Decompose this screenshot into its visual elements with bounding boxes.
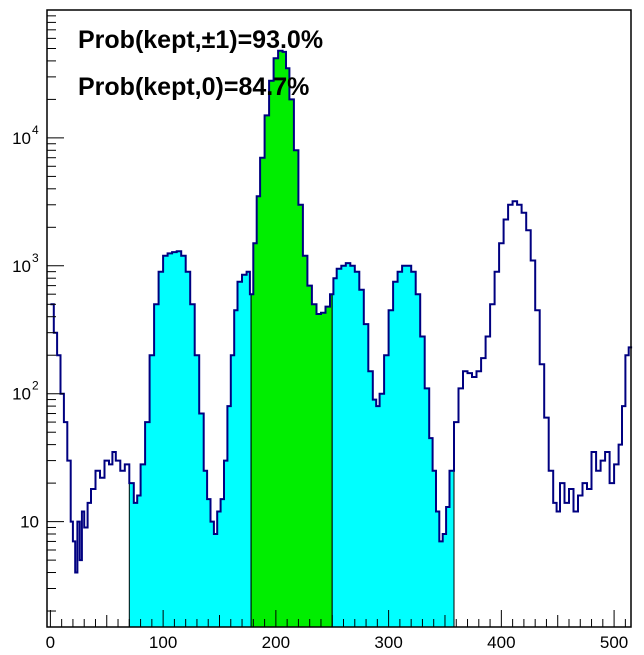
region-fill-1 — [250, 50, 333, 628]
region-fills — [128, 50, 455, 628]
region-fill-0 — [128, 250, 252, 628]
x-tick-label: 200 — [262, 633, 290, 652]
x-tick-label: 400 — [487, 633, 515, 652]
y-tick-label: 10 — [20, 513, 39, 532]
annotation-prob-pm1: Prob(kept,±1)=93.0% — [78, 26, 323, 54]
y-tick-exponent: 3 — [32, 251, 39, 265]
y-tick-exponent: 4 — [32, 123, 39, 137]
x-axis: 0 100 200 300 400 500 — [46, 610, 628, 652]
x-tick-label: 0 — [46, 633, 55, 652]
histogram-line — [50, 49, 633, 574]
x-tick-label: 500 — [600, 633, 628, 652]
plot-frame — [46, 9, 632, 628]
y-tick-label: 10 — [12, 385, 31, 404]
annotation-prob-0: Prob(kept,0)=84.7% — [78, 73, 309, 101]
y-tick-label: 10 — [12, 129, 31, 148]
region-fill-2 — [331, 262, 455, 628]
y-tick-exponent: 2 — [32, 379, 39, 393]
x-tick-label: 300 — [374, 633, 402, 652]
x-tick-label: 100 — [149, 633, 177, 652]
y-tick-label: 10 — [12, 257, 31, 276]
